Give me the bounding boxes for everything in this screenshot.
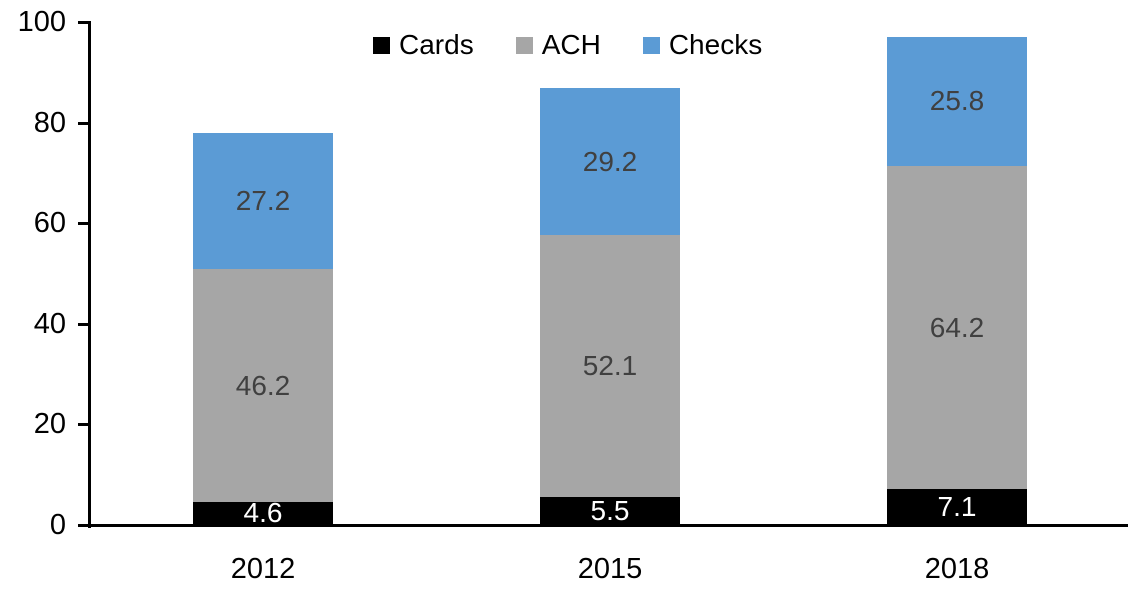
bar-segment: [540, 88, 680, 236]
legend-marker-checks-icon: [642, 36, 660, 54]
bar-value-label: 27.2: [235, 185, 291, 217]
legend-label: ACH: [541, 29, 601, 60]
legend-item-checks: Checks: [642, 29, 763, 60]
bar-segment: [193, 501, 333, 525]
legend-marker-ach-icon: [515, 36, 533, 54]
y-tick-mark: [78, 524, 91, 527]
bar-segment: [887, 489, 1027, 525]
bar-value-label: 4.6: [243, 497, 283, 529]
x-axis-line: [78, 524, 1128, 527]
legend-label: Checks: [668, 29, 763, 60]
y-tick-label: 20: [33, 408, 66, 441]
y-tick-label: 40: [33, 307, 66, 340]
x-category-label: 2015: [577, 553, 643, 585]
legend: Cards ACH Checks: [373, 30, 762, 60]
legend-marker-cards-icon: [373, 36, 390, 54]
bar-segment: [193, 269, 333, 502]
bar-value-label: 25.8: [929, 85, 985, 117]
y-tick-label: 80: [33, 106, 66, 139]
bar-segment: [193, 132, 333, 270]
legend-label: Cards: [399, 29, 474, 60]
y-tick-mark: [78, 322, 91, 326]
bar-segment: [887, 166, 1027, 490]
y-tick-label: 0: [49, 509, 66, 541]
bar-value-label: 52.1: [582, 350, 638, 382]
y-tick-mark: [78, 423, 91, 427]
bar-segment: [540, 497, 680, 525]
bar-segment: [540, 235, 680, 498]
y-axis-line: [88, 21, 91, 528]
y-tick-mark: [78, 222, 91, 226]
legend-item-cards: Cards: [373, 30, 474, 60]
y-tick-label: 100: [17, 6, 66, 38]
bar-value-label: 29.2: [582, 145, 638, 177]
bar-value-label: 7.1: [937, 491, 977, 523]
bar-value-label: 46.2: [235, 369, 291, 401]
y-tick-mark: [78, 21, 91, 24]
bar-value-label: 5.5: [590, 495, 630, 527]
legend-item-ach: ACH: [515, 29, 601, 60]
y-tick-mark: [78, 121, 91, 125]
bar-value-label: 64.2: [929, 311, 985, 343]
x-category-label: 2018: [924, 553, 990, 585]
x-category-label: 2012: [230, 553, 296, 585]
y-tick-label: 60: [33, 207, 66, 240]
bar-segment: [887, 36, 1027, 167]
